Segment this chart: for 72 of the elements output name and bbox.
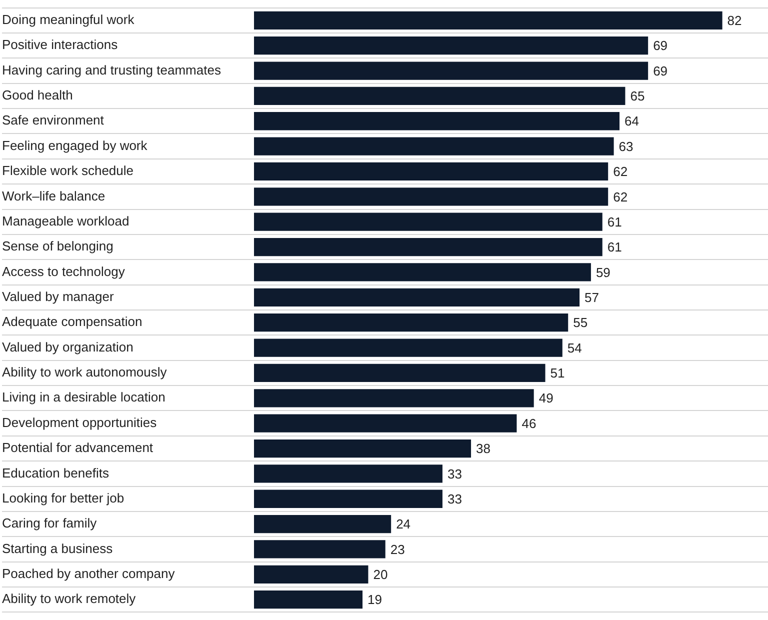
bar [254, 212, 602, 231]
bar [254, 314, 568, 332]
data-label: 54 [567, 340, 582, 356]
bar [254, 188, 608, 206]
y-tick-label: Looking for better job [2, 490, 124, 506]
bar [254, 364, 546, 382]
y-tick-label: Living in a desirable location [2, 390, 166, 405]
data-label: 57 [584, 290, 599, 305]
bar [254, 490, 442, 508]
bar [254, 112, 620, 130]
data-label: 38 [476, 441, 490, 456]
data-label: 61 [607, 214, 622, 230]
y-tick-label: Development opportunities [2, 414, 158, 430]
y-tick-label: Starting a business [2, 540, 114, 556]
data-label: 59 [596, 264, 610, 280]
data-label: 62 [613, 189, 628, 204]
data-label: 82 [727, 12, 742, 28]
data-label: 51 [550, 366, 565, 381]
bar [254, 565, 368, 584]
bar [254, 389, 534, 408]
data-label: 33 [447, 491, 462, 506]
data-label: 19 [368, 592, 382, 608]
bar [254, 338, 562, 357]
y-tick-label: Flexible work schedule [2, 163, 134, 178]
data-label: 61 [607, 240, 622, 255]
y-tick-label: Adequate compensation [2, 314, 142, 330]
data-label: 63 [618, 138, 634, 154]
bar [254, 263, 591, 282]
y-tick-label: Positive interactions [2, 37, 118, 52]
bar [254, 439, 472, 458]
y-tick-label: Having caring and trusting teammates [2, 62, 222, 78]
bar [254, 238, 602, 256]
data-label: 69 [653, 63, 668, 78]
y-tick-label: Work–life balance [2, 188, 106, 204]
data-label: 24 [396, 516, 411, 532]
y-tick-label: Valued by manager [2, 288, 114, 304]
y-tick-label: Sense of belonging [2, 238, 114, 254]
bar [254, 540, 386, 558]
bar [254, 86, 626, 106]
bar [254, 464, 442, 483]
bar [254, 514, 392, 534]
data-label: 20 [373, 567, 388, 582]
y-tick-label: Education benefits [2, 465, 110, 480]
bar [254, 137, 614, 156]
y-tick-label: Access to technology [2, 264, 126, 279]
data-label: 62 [613, 164, 628, 180]
data-label: 33 [447, 466, 462, 482]
y-tick-label: Safe environment [2, 112, 104, 128]
y-tick-label: Ability to work remotely [2, 591, 136, 606]
data-label: 69 [653, 38, 668, 54]
bar [254, 288, 580, 306]
data-label: 46 [522, 416, 536, 431]
y-tick-label: Valued by organization [2, 339, 134, 354]
bar [254, 62, 648, 80]
y-tick-label: Feeling engaged by work [2, 138, 148, 153]
data-label: 64 [624, 114, 639, 129]
y-tick-label: Ability to work autonomously [2, 364, 168, 380]
y-tick-label: Potential for advancement [2, 440, 154, 456]
y-tick-label: Good health [2, 88, 73, 103]
bar [254, 590, 363, 609]
y-tick-label: Caring for family [2, 516, 98, 531]
bar [254, 11, 722, 30]
bar [254, 36, 648, 55]
data-label: 55 [573, 315, 588, 330]
data-label: 65 [630, 88, 645, 104]
y-tick-label: Doing meaningful work [2, 12, 135, 27]
bar [254, 414, 517, 432]
y-tick-label: Manageable workload [2, 213, 130, 228]
y-tick-label: Poached by another company [2, 566, 176, 582]
data-label: 49 [538, 390, 554, 406]
data-label: 23 [390, 542, 405, 557]
bar [254, 162, 608, 181]
